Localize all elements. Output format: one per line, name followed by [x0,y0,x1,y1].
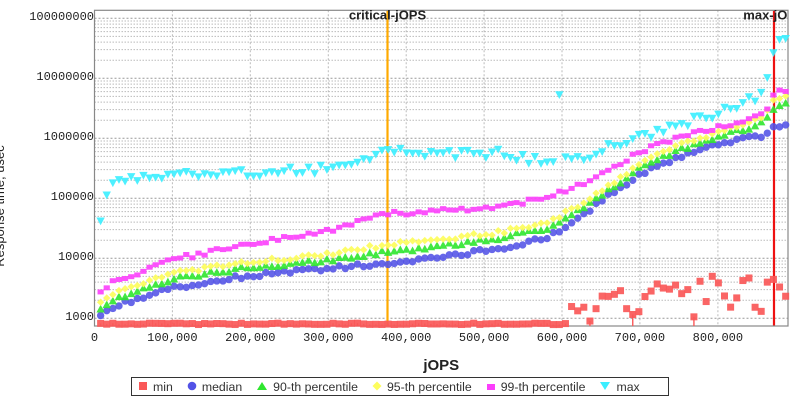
svg-text:critical-jOPS: critical-jOPS [349,8,427,23]
